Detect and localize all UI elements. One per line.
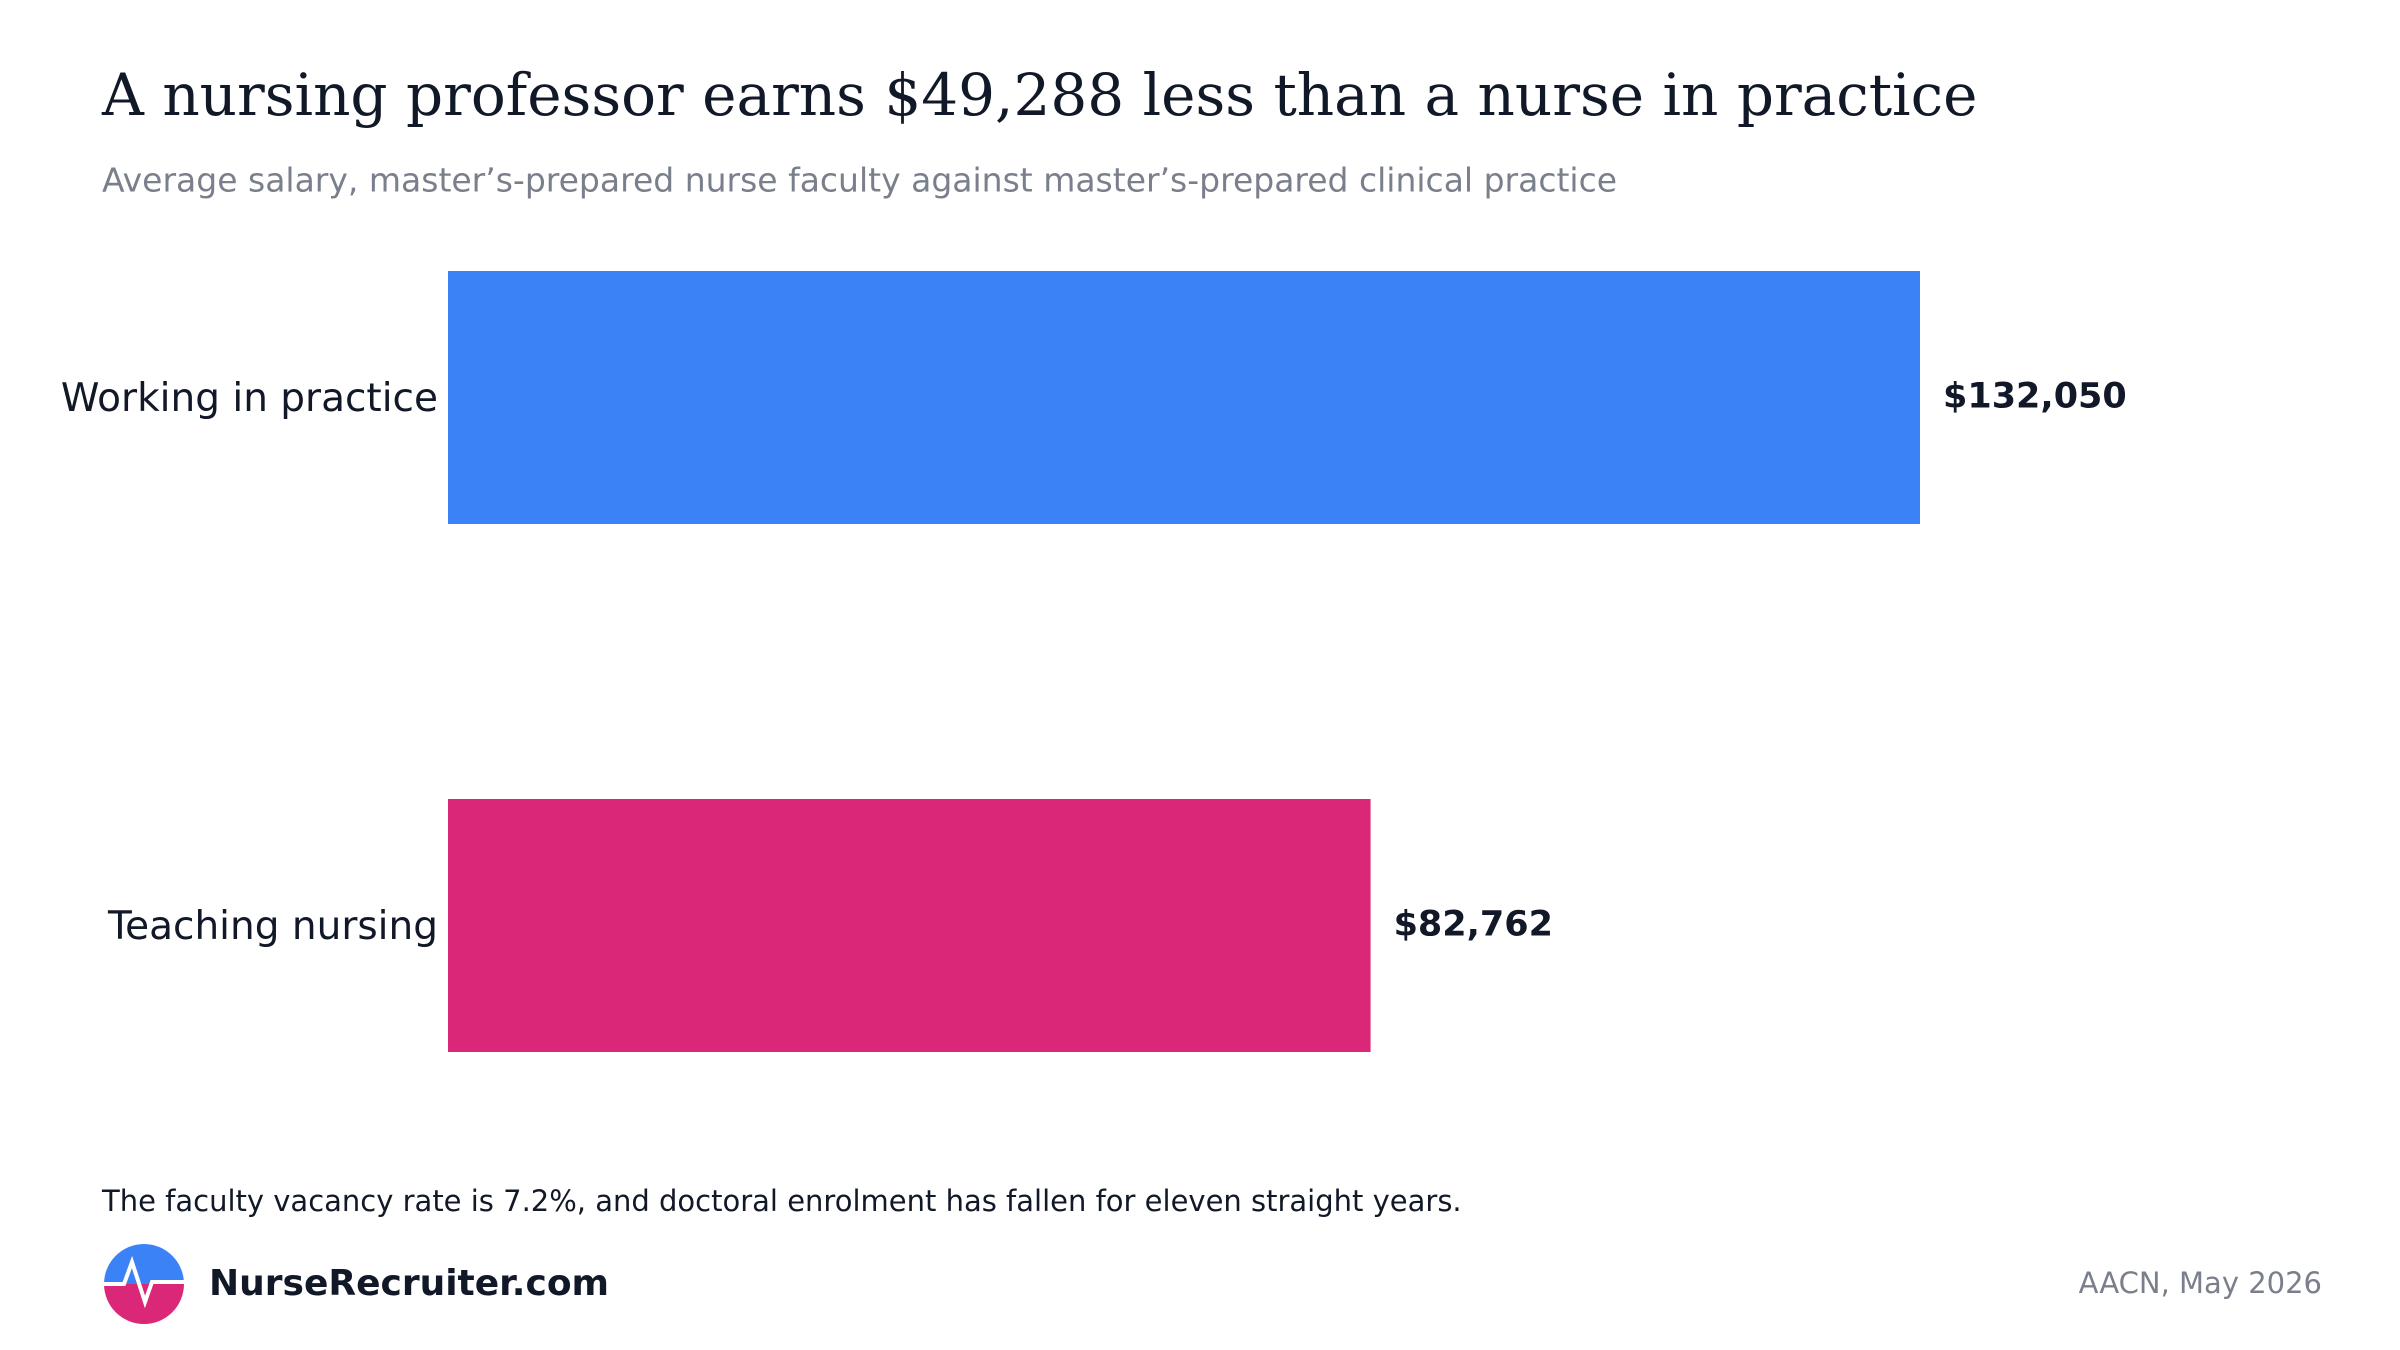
value-label: $82,762 bbox=[1394, 905, 1553, 945]
footnote: The faculty vacancy rate is 7.2%, and do… bbox=[101, 1184, 1462, 1218]
category-label: Teaching nursing bbox=[107, 904, 438, 949]
logo bbox=[104, 1244, 184, 1324]
value-label: $132,050 bbox=[1943, 377, 2127, 417]
chart-title: A nursing professor earns $49,288 less t… bbox=[101, 61, 1977, 129]
bar bbox=[448, 271, 1920, 524]
bar bbox=[448, 799, 1371, 1052]
category-label: Working in practice bbox=[61, 376, 438, 421]
brand: NurseRecruiter.com bbox=[209, 1263, 609, 1304]
logo-pulse bbox=[104, 1255, 184, 1309]
source: AACN, May 2026 bbox=[2079, 1266, 2322, 1300]
chart-subtitle: Average salary, master’s-prepared nurse … bbox=[102, 161, 1617, 200]
